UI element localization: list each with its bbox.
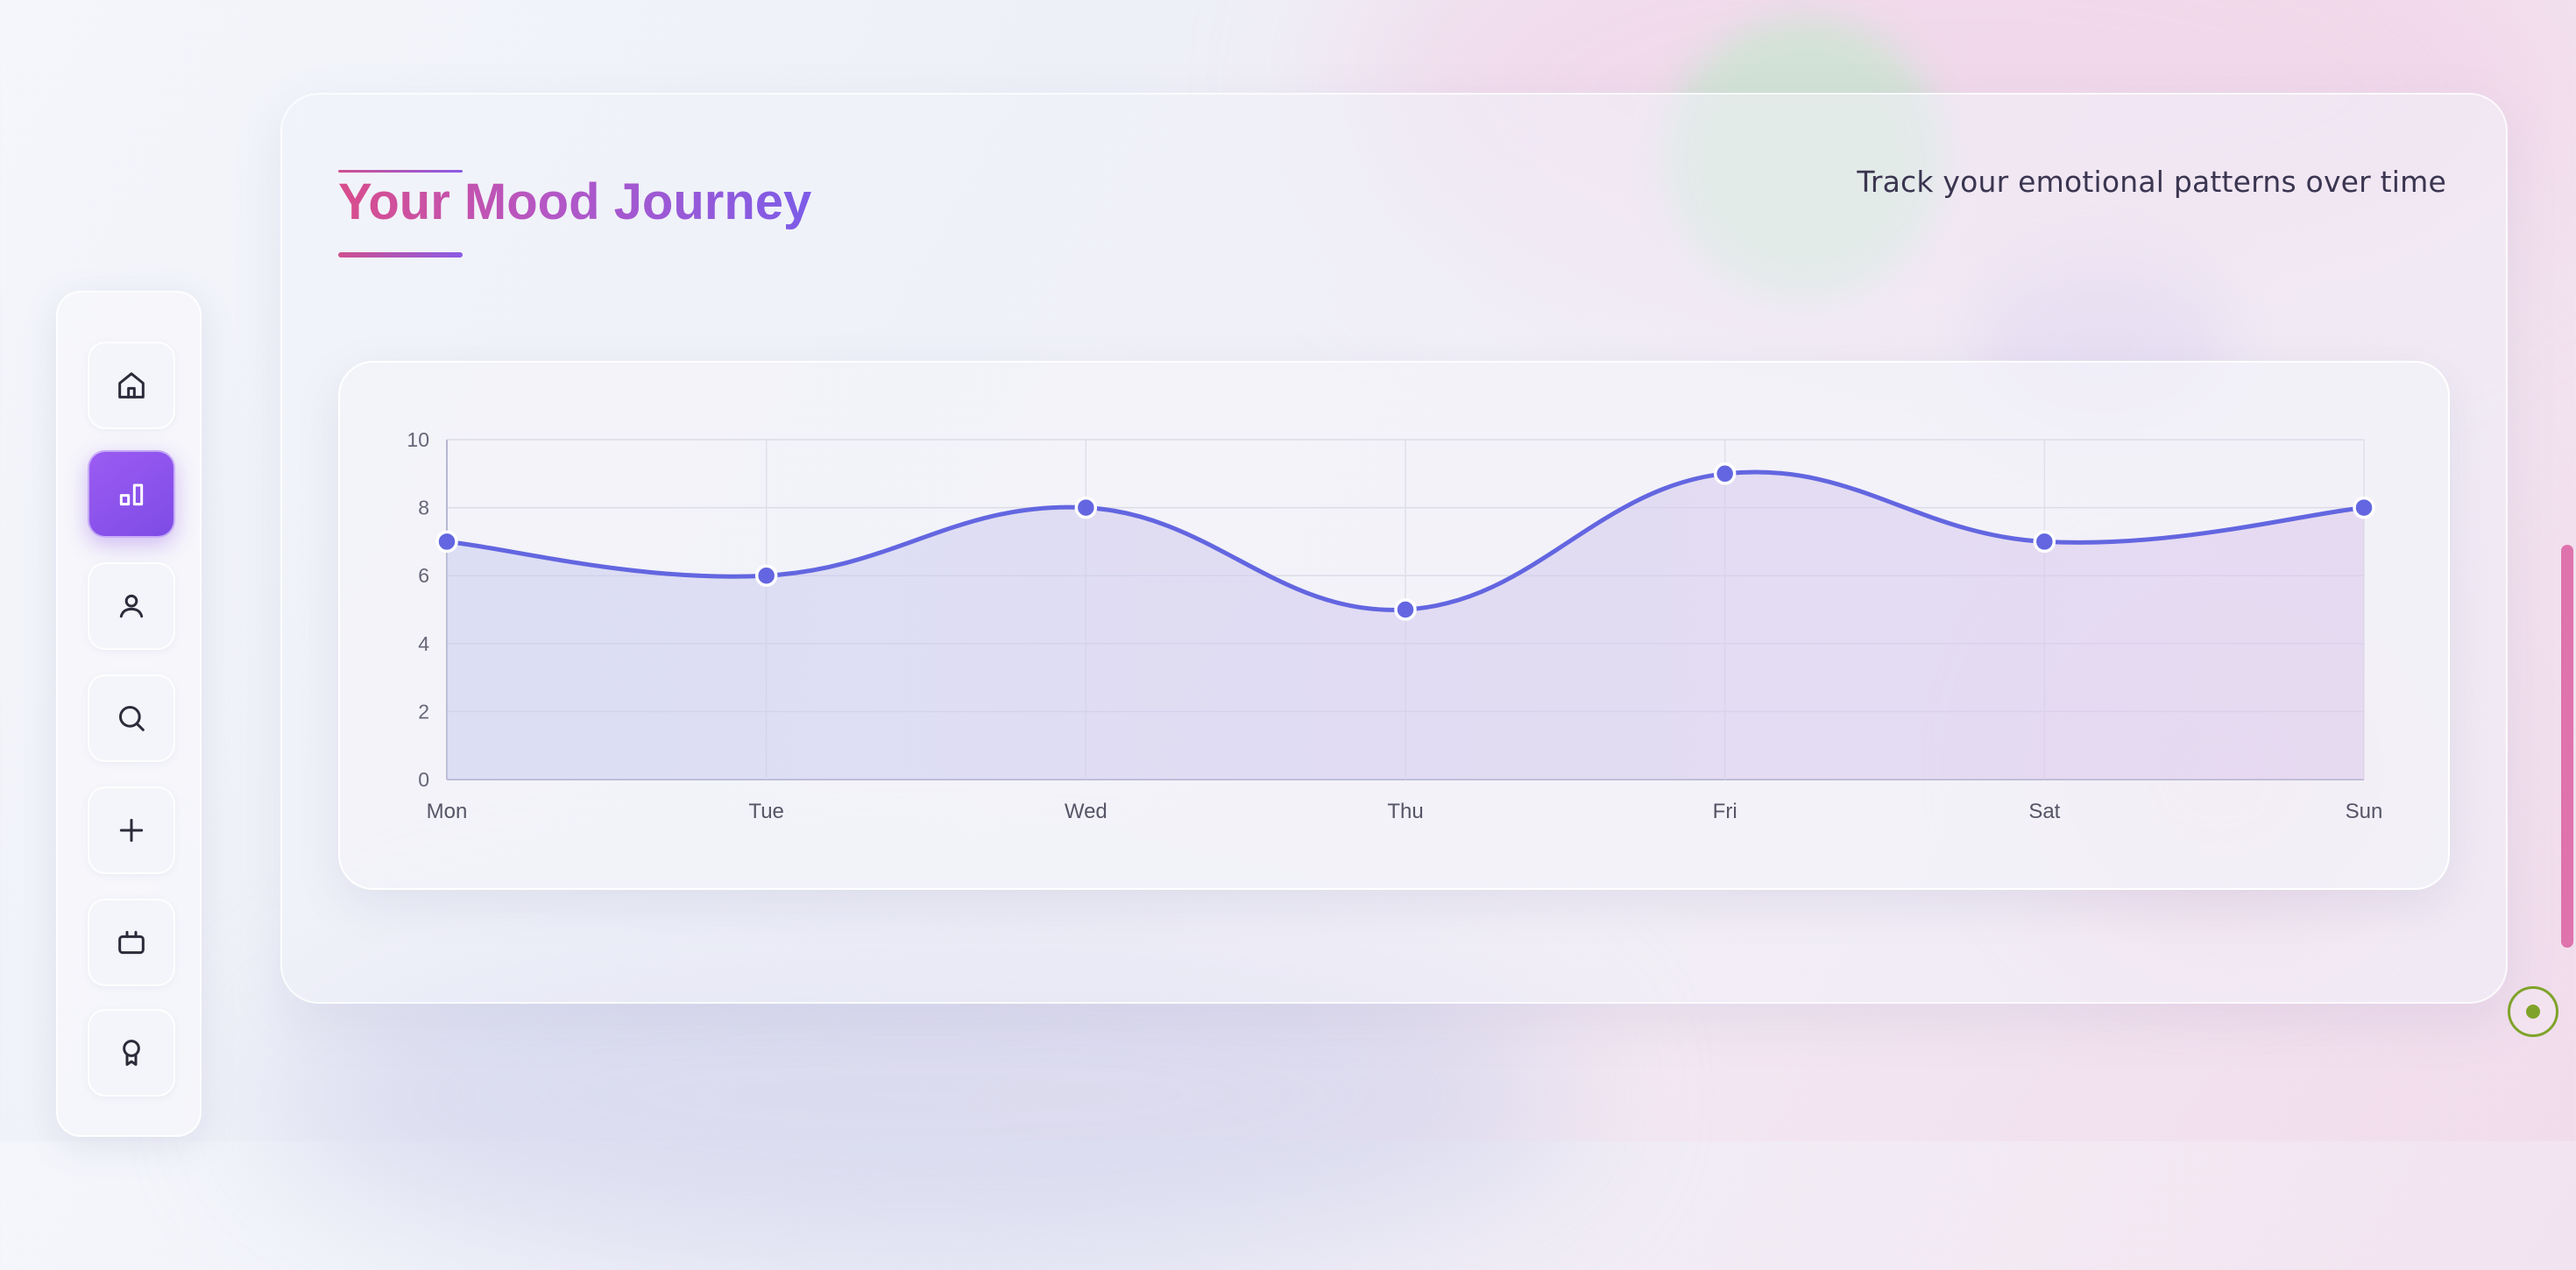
data-point-fri[interactable] [1713,462,1737,485]
y-tick-label: 2 [418,700,429,723]
home-icon [118,372,145,399]
nav-search-button[interactable] [88,674,175,762]
data-point-mon[interactable] [435,530,458,554]
nav-home-button[interactable] [88,342,175,429]
y-tick-label: 10 [407,428,429,451]
x-tick-label: Thu [1387,800,1423,823]
mood-area [447,471,2364,780]
data-point-tue[interactable] [754,564,778,587]
title-underline [338,252,463,258]
bar-chart-icon [119,483,144,506]
floating-action-button[interactable] [2508,986,2558,1037]
data-point-thu[interactable] [1394,598,1417,621]
x-tick-label: Sun [2346,800,2383,823]
y-axis-labels: 0 2 4 6 8 10 [407,428,429,791]
nav-add-button[interactable] [88,787,175,874]
award-icon [123,1040,140,1066]
y-tick-label: 0 [418,768,429,791]
data-point-sun[interactable] [2353,496,2375,519]
chart-card: 0 2 4 6 8 10 Mon Tue Wed Thu Fri Sat Sun [338,361,2450,890]
search-icon [119,706,145,731]
x-tick-label: Mon [427,800,468,823]
scrollbar-thumb[interactable] [2561,545,2573,948]
nav-media-button[interactable] [88,899,175,986]
nav-achievements-button[interactable] [88,1009,175,1097]
y-tick-label: 6 [418,564,429,587]
sidebar [56,291,202,1137]
nav-stats-button[interactable] [88,450,175,538]
x-axis-labels: Mon Tue Wed Thu Fri Sat Sun [427,800,2383,823]
mood-points [435,462,2375,621]
data-point-wed[interactable] [1074,496,1098,519]
y-tick-label: 4 [418,632,429,655]
title-accent-top [338,170,463,173]
page-title: Your Mood Journey [338,166,811,233]
y-tick-label: 8 [418,497,429,519]
x-tick-label: Fri [1713,800,1737,823]
user-icon [119,594,144,618]
x-tick-label: Wed [1065,800,1108,823]
mood-line-chart: 0 2 4 6 8 10 Mon Tue Wed Thu Fri Sat Sun [407,428,2383,823]
x-tick-label: Tue [748,800,783,823]
title-block: Your Mood Journey [338,166,811,258]
record-dot-icon [2526,1005,2540,1019]
tv-icon [118,930,145,955]
data-point-sat[interactable] [2033,530,2056,554]
nav-profile-button[interactable] [88,562,175,650]
x-tick-label: Sat [2028,800,2060,823]
page-subtitle: Track your emotional patterns over time [1857,165,2446,199]
plus-icon [119,818,144,843]
